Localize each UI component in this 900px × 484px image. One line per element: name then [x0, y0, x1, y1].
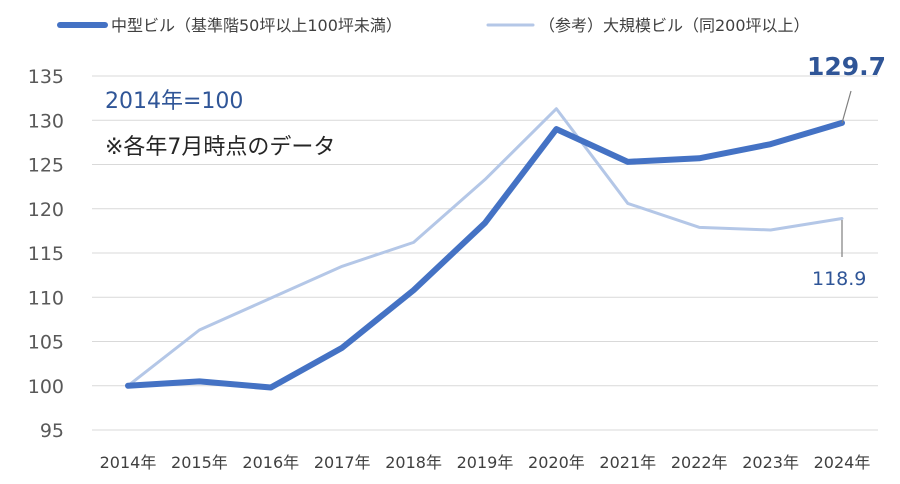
grid-lines: [92, 75, 878, 431]
x-tick-label: 2021年: [599, 453, 656, 472]
y-tick-label: 135: [28, 66, 64, 88]
x-tick-label: 2023年: [742, 453, 799, 472]
legend-label-ref: （参考）大規模ビル（同200坪以上）: [539, 16, 810, 35]
series-lines: [125, 107, 845, 391]
end-label-ref: 118.9: [812, 268, 866, 290]
legend: 中型ビル（基準階50坪以上100坪未満） （参考）大規模ビル（同200坪以上）: [57, 16, 810, 35]
data-timing-note: ※各年7月時点のデータ: [105, 135, 335, 160]
x-tick-label: 2022年: [671, 453, 728, 472]
x-tick-label: 2019年: [457, 453, 514, 472]
y-axis-ticks: 95 100 105 110 115 120 125 130 135: [28, 66, 64, 442]
x-tick-label: 2024年: [814, 453, 871, 472]
x-axis-ticks: 2014年 2015年 2016年 2017年 2018年 2019年 2020年 2021年…: [100, 453, 871, 472]
x-tick-label: 2017年: [314, 453, 371, 472]
legend-label-main: 中型ビル（基準階50坪以上100坪未満）: [111, 16, 402, 35]
base-year-note: 2014年=100: [105, 89, 243, 114]
x-tick-label: 2018年: [385, 453, 442, 472]
y-tick-label: 125: [28, 155, 64, 177]
y-tick-label: 130: [28, 110, 64, 132]
end-labels: 129.7 118.9: [807, 52, 886, 290]
y-tick-label: 120: [28, 199, 64, 221]
y-tick-label: 105: [28, 332, 64, 354]
y-tick-label: 100: [28, 376, 64, 398]
end-label-main: 129.7: [807, 52, 886, 81]
leader-line-main: [841, 90, 852, 124]
y-tick-label: 110: [28, 287, 64, 309]
y-tick-label: 95: [40, 420, 64, 442]
x-tick-label: 2020年: [528, 453, 585, 472]
series-line-main: [125, 119, 845, 391]
x-tick-label: 2014年: [100, 453, 157, 472]
series-line-ref: [126, 107, 844, 388]
y-tick-label: 115: [28, 243, 64, 265]
x-tick-label: 2016年: [242, 453, 299, 472]
x-tick-label: 2015年: [171, 453, 228, 472]
